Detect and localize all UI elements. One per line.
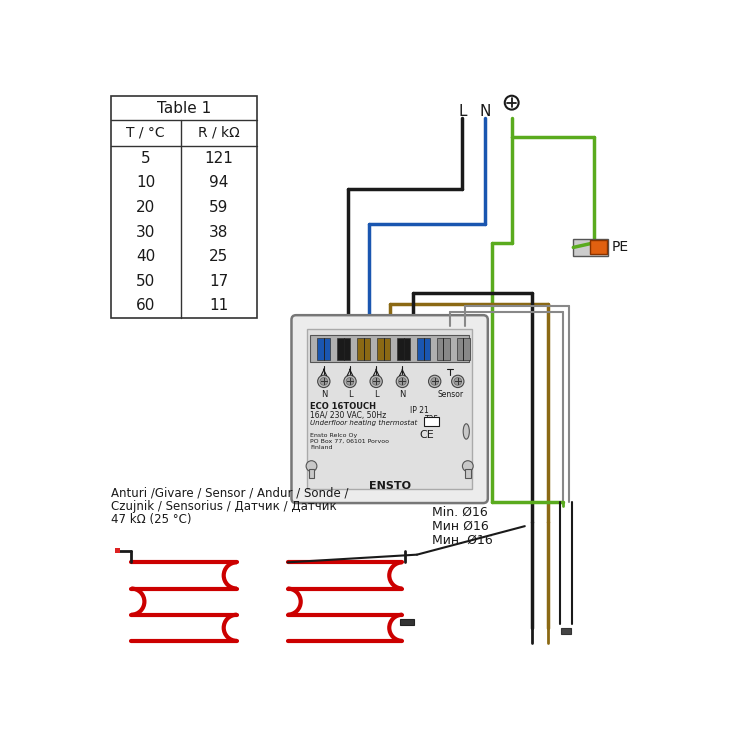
Text: 16A/ 230 VAC, 50Hz: 16A/ 230 VAC, 50Hz <box>310 411 386 420</box>
Text: 10: 10 <box>136 175 156 190</box>
Text: Sensor: Sensor <box>437 390 463 399</box>
Bar <box>309 469 314 479</box>
Text: Мин. Ø16: Мин. Ø16 <box>432 534 493 547</box>
Text: R / kΩ: R / kΩ <box>198 126 240 140</box>
Bar <box>437 337 450 360</box>
Text: Anturi /Givare / Sensor / Andur / Sonde /: Anturi /Givare / Sensor / Andur / Sonde … <box>111 487 348 500</box>
Circle shape <box>396 375 409 388</box>
Circle shape <box>429 375 441 388</box>
Text: 50: 50 <box>136 274 156 289</box>
Circle shape <box>318 375 330 388</box>
Text: 60: 60 <box>136 298 156 314</box>
Circle shape <box>505 95 519 110</box>
Ellipse shape <box>463 424 469 439</box>
Circle shape <box>370 375 382 388</box>
Text: 25: 25 <box>209 249 228 264</box>
Text: 59: 59 <box>209 200 228 215</box>
Text: 121: 121 <box>204 151 233 166</box>
Text: CE: CE <box>419 430 434 440</box>
Text: Finland: Finland <box>310 445 333 450</box>
Bar <box>417 337 430 360</box>
Text: 20: 20 <box>136 200 156 215</box>
Circle shape <box>454 377 462 386</box>
Text: T / °C: T / °C <box>126 126 165 140</box>
Bar <box>115 548 120 553</box>
Circle shape <box>451 375 464 388</box>
Circle shape <box>344 375 356 388</box>
Text: 17: 17 <box>209 274 228 289</box>
Text: 30: 30 <box>136 224 156 240</box>
Text: N: N <box>479 104 490 119</box>
Bar <box>424 417 440 426</box>
Bar <box>377 337 390 360</box>
Text: L: L <box>458 104 467 119</box>
Bar <box>307 329 473 489</box>
Bar <box>560 502 572 624</box>
Bar <box>111 96 257 318</box>
Text: ECO 16TOUCH: ECO 16TOUCH <box>310 402 376 411</box>
Circle shape <box>431 377 438 386</box>
Text: Table 1: Table 1 <box>156 101 211 115</box>
Bar <box>338 337 350 360</box>
Bar <box>400 619 414 625</box>
Text: PO Box 77, 06101 Porvoo: PO Box 77, 06101 Porvoo <box>310 439 389 444</box>
Circle shape <box>346 377 354 386</box>
Text: Min. Ø16: Min. Ø16 <box>432 506 488 519</box>
FancyBboxPatch shape <box>291 315 488 503</box>
Bar <box>561 628 571 634</box>
Text: T25: T25 <box>426 415 440 425</box>
Text: 11: 11 <box>209 298 228 314</box>
Text: L: L <box>374 390 379 399</box>
Bar <box>317 337 330 360</box>
Text: ENSTO: ENSTO <box>368 481 410 491</box>
Bar <box>590 240 607 255</box>
Circle shape <box>372 377 380 386</box>
Bar <box>357 337 370 360</box>
Text: 40: 40 <box>136 249 156 264</box>
Text: L: L <box>348 390 352 399</box>
Circle shape <box>462 461 473 471</box>
Text: Мин Ø16: Мин Ø16 <box>432 519 489 533</box>
Circle shape <box>306 461 317 471</box>
Text: 94: 94 <box>209 175 228 190</box>
Text: IP 21: IP 21 <box>410 406 429 415</box>
Bar <box>457 337 470 360</box>
Text: N: N <box>399 390 406 399</box>
Text: 5: 5 <box>141 151 150 166</box>
Text: 47 kΩ (25 °C): 47 kΩ (25 °C) <box>111 513 191 525</box>
Text: N: N <box>321 390 327 399</box>
Bar <box>397 337 410 360</box>
Bar <box>573 239 608 256</box>
Text: PE: PE <box>612 240 629 255</box>
Bar <box>465 469 470 479</box>
Circle shape <box>399 377 406 386</box>
Text: Ensto Relco Oy: Ensto Relco Oy <box>310 433 357 438</box>
Text: Underfloor heating thermostat: Underfloor heating thermostat <box>310 420 417 426</box>
Circle shape <box>320 377 327 386</box>
Text: 38: 38 <box>209 224 228 240</box>
Bar <box>310 335 469 362</box>
Text: Czujnik / Sensorius / Датчик / Датчик: Czujnik / Sensorius / Датчик / Датчик <box>111 500 336 513</box>
